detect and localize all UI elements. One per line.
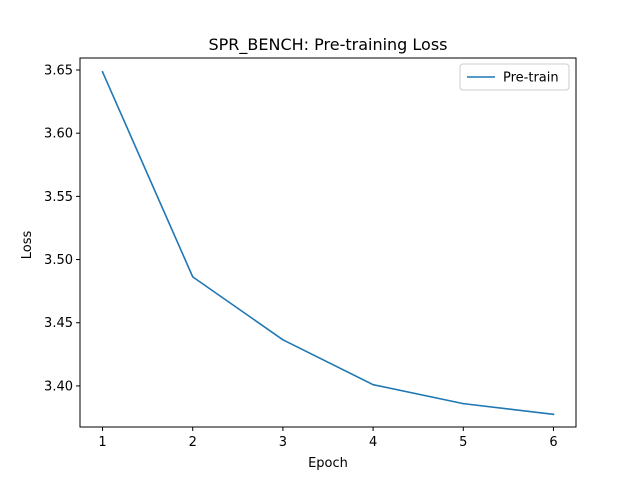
y-tick-label: 3.60	[44, 127, 73, 142]
y-tick-label: 3.65	[44, 64, 73, 79]
legend: Pre-train	[459, 63, 570, 91]
data-point	[191, 276, 194, 278]
plot-frame	[79, 57, 577, 428]
y-axis-label: Loss	[20, 231, 35, 260]
series-layer	[101, 70, 555, 416]
data-point	[372, 383, 374, 386]
legend-label: Pre-train	[503, 71, 559, 86]
x-tick-label: 5	[459, 435, 467, 450]
x-tick-label: 6	[549, 435, 557, 450]
y-tick-label: 3.40	[44, 379, 73, 394]
y-axis-ticks: 3.40 3.45 3.50 3.55 3.60 3.65	[44, 64, 80, 394]
chart-title: SPR_BENCH: Pre-training Loss	[208, 35, 447, 55]
data-point	[552, 413, 555, 416]
series-line-0	[101, 70, 555, 416]
data-point	[462, 402, 465, 405]
data-point	[282, 339, 284, 341]
x-axis-label: Epoch	[308, 456, 348, 471]
x-tick-label: 1	[98, 435, 106, 450]
x-tick-label: 3	[279, 435, 287, 450]
legend-box	[459, 63, 570, 91]
y-tick-label: 3.50	[44, 253, 73, 268]
x-tick-label: 4	[369, 435, 377, 450]
plot-area	[79, 57, 577, 428]
data-point	[101, 71, 104, 73]
x-axis-ticks: 1 2 3 4 5 6	[98, 427, 558, 450]
y-tick-label: 3.55	[44, 190, 73, 205]
x-tick-label: 2	[189, 435, 197, 450]
y-tick-label: 3.45	[44, 316, 73, 331]
